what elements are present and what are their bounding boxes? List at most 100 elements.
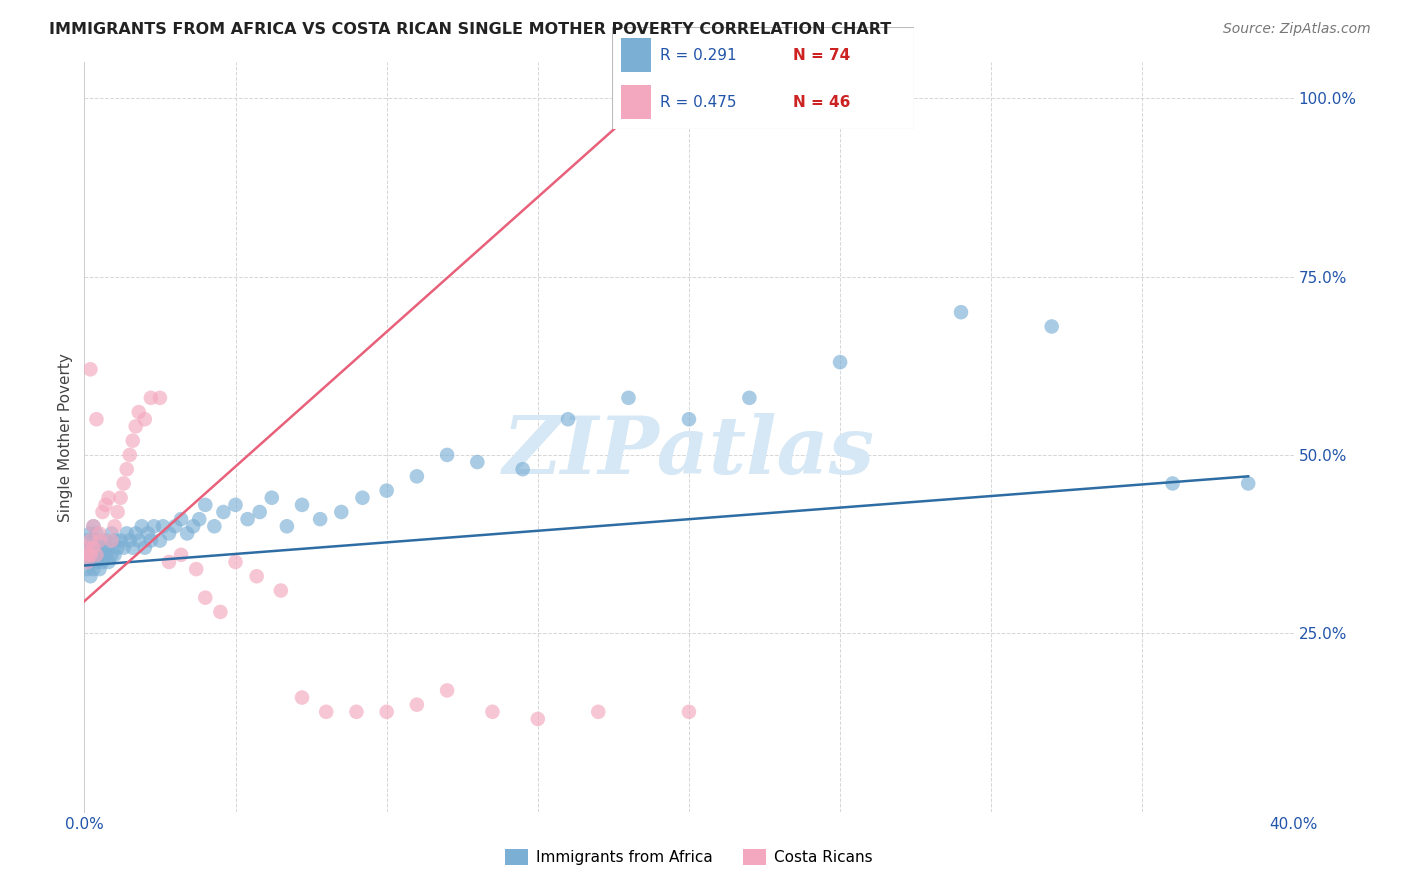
Immigrants from Africa: [128, 533, 150, 548]
Costa Ricans: [406, 698, 429, 712]
Immigrants from Africa: [89, 562, 111, 576]
Costa Ricans: [157, 555, 180, 569]
Costa Ricans: [315, 705, 337, 719]
Costa Ricans: [678, 705, 700, 719]
Immigrants from Africa: [125, 526, 148, 541]
Costa Ricans: [588, 705, 610, 719]
Immigrants from Africa: [249, 505, 271, 519]
Costa Ricans: [79, 533, 101, 548]
Costa Ricans: [170, 548, 193, 562]
Costa Ricans: [79, 362, 101, 376]
Costa Ricans: [82, 541, 104, 555]
Immigrants from Africa: [202, 519, 225, 533]
Costa Ricans: [225, 555, 247, 569]
Costa Ricans: [121, 434, 143, 448]
Costa Ricans: [436, 683, 458, 698]
Immigrants from Africa: [118, 533, 141, 548]
Immigrants from Africa: [291, 498, 314, 512]
Immigrants from Africa: [86, 526, 108, 541]
Costa Ricans: [110, 491, 132, 505]
Immigrants from Africa: [188, 512, 211, 526]
Immigrants from Africa: [136, 526, 159, 541]
Legend: Immigrants from Africa, Costa Ricans: Immigrants from Africa, Costa Ricans: [499, 843, 879, 871]
Costa Ricans: [107, 505, 129, 519]
Immigrants from Africa: [1237, 476, 1260, 491]
Text: Source: ZipAtlas.com: Source: ZipAtlas.com: [1223, 22, 1371, 37]
Costa Ricans: [94, 498, 117, 512]
Immigrants from Africa: [134, 541, 156, 555]
Immigrants from Africa: [115, 526, 138, 541]
Immigrants from Africa: [165, 519, 187, 533]
Immigrants from Africa: [276, 519, 298, 533]
Immigrants from Africa: [89, 548, 111, 562]
Immigrants from Africa: [94, 548, 117, 562]
Costa Ricans: [91, 505, 114, 519]
Immigrants from Africa: [82, 533, 104, 548]
Immigrants from Africa: [309, 512, 332, 526]
Costa Ricans: [104, 519, 127, 533]
Text: IMMIGRANTS FROM AFRICA VS COSTA RICAN SINGLE MOTHER POVERTY CORRELATION CHART: IMMIGRANTS FROM AFRICA VS COSTA RICAN SI…: [49, 22, 891, 37]
Immigrants from Africa: [194, 498, 217, 512]
Costa Ricans: [291, 690, 314, 705]
Immigrants from Africa: [121, 541, 143, 555]
Costa Ricans: [128, 405, 150, 419]
Immigrants from Africa: [76, 533, 98, 548]
Immigrants from Africa: [79, 541, 101, 555]
Immigrants from Africa: [142, 519, 165, 533]
Text: N = 46: N = 46: [793, 95, 851, 111]
Immigrants from Africa: [139, 533, 162, 548]
Costa Ricans: [76, 548, 98, 562]
Immigrants from Africa: [950, 305, 973, 319]
Immigrants from Africa: [82, 562, 104, 576]
Bar: [620, 38, 651, 72]
Costa Ricans: [194, 591, 217, 605]
Immigrants from Africa: [79, 555, 101, 569]
Immigrants from Africa: [152, 519, 174, 533]
Costa Ricans: [134, 412, 156, 426]
Costa Ricans: [115, 462, 138, 476]
Immigrants from Africa: [375, 483, 398, 498]
Immigrants from Africa: [170, 512, 193, 526]
Immigrants from Africa: [110, 533, 132, 548]
Immigrants from Africa: [830, 355, 852, 369]
Costa Ricans: [270, 583, 292, 598]
Costa Ricans: [139, 391, 162, 405]
Immigrants from Africa: [97, 541, 120, 555]
Costa Ricans: [89, 533, 111, 548]
Costa Ricans: [86, 548, 108, 562]
Costa Ricans: [76, 541, 98, 555]
Immigrants from Africa: [260, 491, 283, 505]
Immigrants from Africa: [76, 562, 98, 576]
Costa Ricans: [149, 391, 172, 405]
Bar: [620, 86, 651, 119]
Text: ZIPatlas: ZIPatlas: [503, 413, 875, 491]
Immigrants from Africa: [181, 519, 204, 533]
Y-axis label: Single Mother Poverty: Single Mother Poverty: [58, 352, 73, 522]
Immigrants from Africa: [225, 498, 247, 512]
Immigrants from Africa: [86, 555, 108, 569]
Immigrants from Africa: [406, 469, 429, 483]
Immigrants from Africa: [86, 541, 108, 555]
Costa Ricans: [346, 705, 368, 719]
Immigrants from Africa: [436, 448, 458, 462]
Immigrants from Africa: [104, 548, 127, 562]
Immigrants from Africa: [212, 505, 235, 519]
Immigrants from Africa: [76, 548, 98, 562]
Immigrants from Africa: [1040, 319, 1063, 334]
Immigrants from Africa: [131, 519, 153, 533]
Immigrants from Africa: [107, 541, 129, 555]
Costa Ricans: [112, 476, 135, 491]
Costa Ricans: [82, 519, 104, 533]
Costa Ricans: [246, 569, 269, 583]
Immigrants from Africa: [557, 412, 579, 426]
Immigrants from Africa: [330, 505, 353, 519]
Costa Ricans: [100, 533, 122, 548]
Immigrants from Africa: [112, 541, 135, 555]
Immigrants from Africa: [82, 519, 104, 533]
Immigrants from Africa: [97, 555, 120, 569]
Costa Ricans: [527, 712, 550, 726]
Immigrants from Africa: [100, 526, 122, 541]
Costa Ricans: [375, 705, 398, 719]
Immigrants from Africa: [104, 533, 127, 548]
Immigrants from Africa: [157, 526, 180, 541]
